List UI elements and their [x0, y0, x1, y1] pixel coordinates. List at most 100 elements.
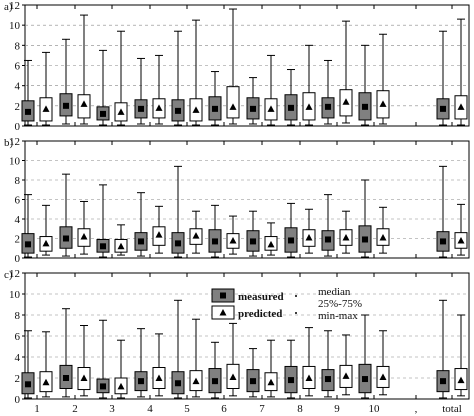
- predicted-box-5: [189, 318, 203, 398]
- x-tick-label: 4: [147, 403, 153, 415]
- iqr-box: [226, 86, 240, 119]
- median-marker-square: [362, 376, 368, 383]
- measured-box-6: [208, 341, 222, 399]
- measured-box-7: [246, 348, 260, 398]
- median-marker-triangle: [457, 376, 465, 384]
- measured-box-2: [59, 308, 73, 398]
- y-tick-label: 12: [9, 0, 20, 12]
- median-marker-square: [288, 104, 294, 111]
- median-marker-triangle: [267, 105, 275, 112]
- y-tick-label: 10: [9, 20, 21, 32]
- measured-box-total: [436, 299, 450, 399]
- median-marker-triangle: [342, 372, 350, 379]
- panel-label: b): [4, 137, 14, 149]
- median-marker-square: [440, 105, 446, 112]
- legend-marker-box: [295, 312, 297, 314]
- legend-marker-square: [220, 292, 226, 299]
- x-tick-label: 3: [109, 403, 115, 415]
- y-tick-label: 8: [15, 40, 21, 52]
- measured-box-3: [96, 184, 110, 258]
- median-marker-square: [175, 380, 181, 387]
- x-tick-label: 7: [259, 403, 265, 415]
- y-tick-label: 0: [15, 394, 21, 406]
- y-tick-label: 10: [9, 156, 21, 168]
- panel-2: 0 2 4 6 8 10 12b): [4, 136, 470, 265]
- measured-box-5: [171, 299, 185, 399]
- median-marker-square: [63, 375, 69, 381]
- predicted-box-1: [39, 331, 53, 398]
- median-marker-triangle: [155, 104, 163, 111]
- y-tick-label: 2: [15, 234, 21, 246]
- y-tick-label: 6: [15, 61, 21, 73]
- median-marker-triangle: [117, 108, 125, 115]
- legend-marker-triangle: [219, 309, 227, 316]
- median-marker-square: [325, 103, 331, 110]
- median-marker-square: [440, 378, 446, 385]
- median-marker-triangle: [267, 378, 275, 386]
- median-marker-square: [212, 238, 218, 245]
- predicted-box-2: [77, 14, 91, 125]
- y-tick-label: 4: [15, 81, 21, 93]
- x-tick-label: 10: [369, 403, 381, 415]
- measured-box-7: [246, 210, 260, 257]
- measured-box-2: [59, 173, 73, 257]
- predicted-box-1: [39, 51, 53, 126]
- measured-box-6: [208, 204, 222, 258]
- measured-box-8: [284, 339, 298, 399]
- legend-label-predicted: predicted: [238, 308, 282, 320]
- y-tick-label: 0: [15, 121, 21, 133]
- predicted-box-10: [376, 33, 390, 125]
- y-tick-label: 12: [9, 136, 20, 148]
- median-marker-square: [288, 377, 294, 384]
- measured-box-4: [134, 328, 148, 398]
- measured-box-7: [246, 77, 260, 125]
- median-marker-triangle: [379, 100, 387, 107]
- median-marker-triangle: [229, 236, 237, 244]
- median-marker-triangle: [117, 382, 125, 390]
- median-marker-triangle: [80, 233, 88, 240]
- x-tick-label: 5: [184, 403, 190, 415]
- median-marker-triangle: [379, 234, 387, 241]
- measured-box-8: [284, 69, 298, 126]
- median-marker-square: [212, 105, 218, 112]
- predicted-box-3: [114, 30, 128, 126]
- median-marker-triangle: [229, 103, 237, 110]
- median-marker-triangle: [342, 98, 350, 105]
- median-marker-square: [25, 381, 31, 388]
- median-marker-square: [440, 238, 446, 245]
- predicted-box-7: [264, 222, 278, 256]
- measured-box-1: [21, 330, 35, 399]
- median-marker-square: [250, 238, 256, 245]
- y-tick-label: 10: [9, 289, 21, 301]
- predicted-box-3: [114, 224, 128, 256]
- y-tick-label: 2: [15, 101, 21, 113]
- predicted-box-9: [339, 210, 353, 254]
- predicted-box-10: [376, 330, 390, 396]
- y-tick-label: 2: [15, 373, 21, 385]
- median-marker-square: [138, 238, 144, 245]
- predicted-box-total: [454, 18, 468, 126]
- predicted-box-8: [302, 327, 316, 397]
- measured-box-4: [134, 192, 148, 257]
- predicted-box-total: [454, 314, 468, 397]
- y-tick-label: 6: [15, 331, 21, 343]
- measured-box-3: [96, 49, 110, 126]
- median-marker-triangle: [42, 378, 50, 386]
- median-marker-triangle: [342, 234, 350, 241]
- predicted-box-5: [189, 19, 203, 126]
- x-tick-label: total: [442, 403, 462, 415]
- median-marker-square: [25, 241, 31, 248]
- median-marker-triangle: [305, 103, 313, 110]
- predicted-box-1: [39, 204, 53, 256]
- measured-box-10: [358, 314, 372, 399]
- median-marker-square: [63, 102, 69, 109]
- median-marker-triangle: [192, 232, 200, 239]
- legend-label-minmax: min-max: [318, 310, 358, 322]
- median-marker-square: [250, 105, 256, 112]
- median-marker-triangle: [379, 373, 387, 380]
- median-marker-square: [100, 243, 106, 250]
- legend-label-measured: measured: [238, 291, 284, 303]
